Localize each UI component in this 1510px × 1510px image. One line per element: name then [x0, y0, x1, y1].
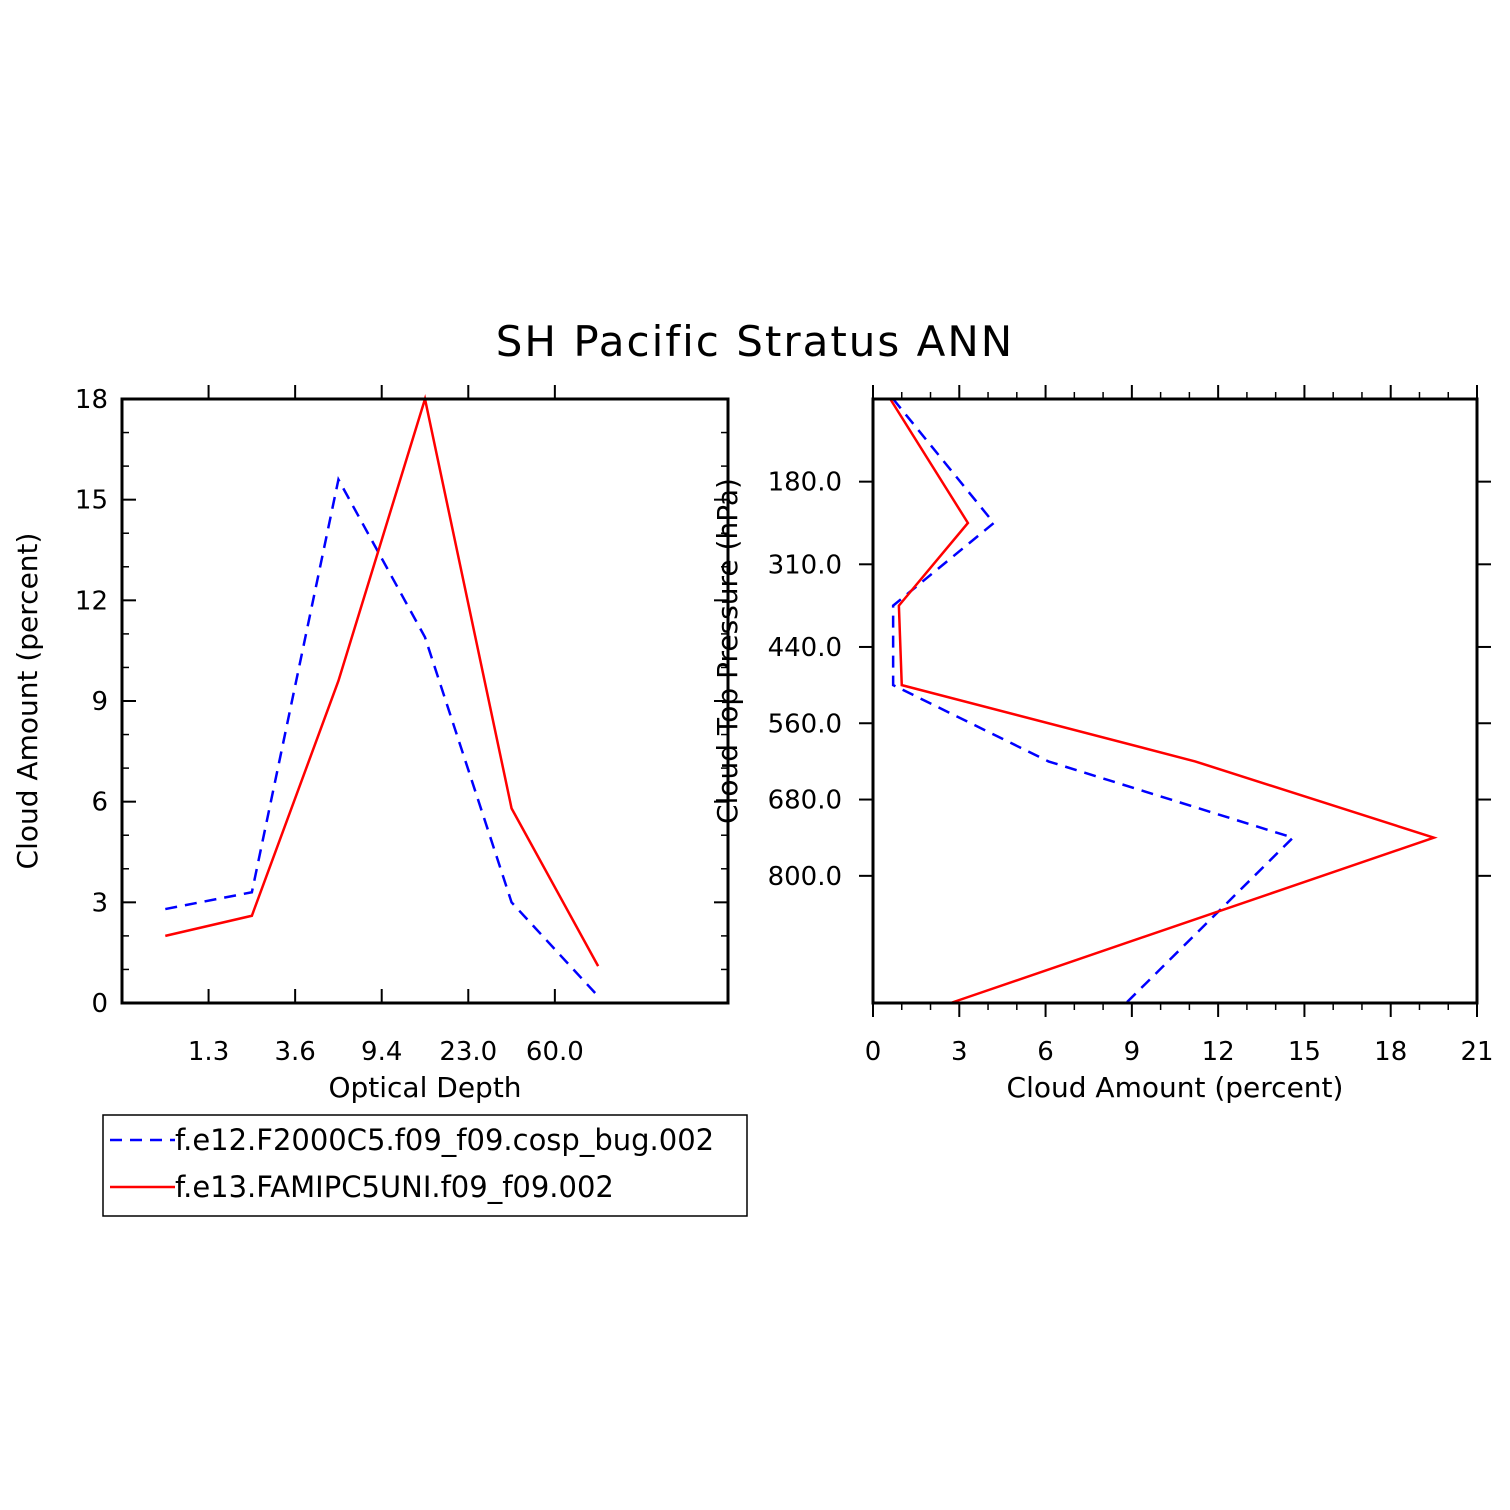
- y-tick-label: 310.0: [768, 550, 842, 580]
- optical-depth-x-axis-label: Optical Depth: [328, 1071, 521, 1104]
- x-tick-label: 9.4: [361, 1037, 402, 1067]
- x-tick-label: 3: [951, 1037, 968, 1067]
- legend: f.e12.F2000C5.f09_f09.cosp_bug.002 f.e13…: [102, 1114, 748, 1217]
- y-tick-label: 560.0: [768, 709, 842, 739]
- y-tick-label: 12: [75, 586, 108, 616]
- y-tick-label: 0: [91, 989, 108, 1019]
- pressure-series-line-0: [891, 398, 1296, 1004]
- cloud-top-pressure-y-axis-label: Cloud Top Pressure (hPa): [711, 478, 744, 824]
- cloud-top-pressure-ticks: 0 3 6 9 12 15 18 21 180.0 310.0 440.0 560.0 680.0 800…: [768, 385, 1494, 1067]
- legend-box: [102, 1114, 748, 1217]
- x-tick-label: 6: [1037, 1037, 1054, 1067]
- x-tick-label: 21: [1460, 1037, 1493, 1067]
- cloud-top-pressure-x-axis-label: Cloud Amount (percent): [1007, 1071, 1344, 1104]
- y-tick-label: 18: [75, 385, 108, 415]
- cloud-top-pressure-series: [889, 398, 1438, 1005]
- optical-depth-series-line-0: [165, 475, 600, 998]
- x-tick-label: 18: [1374, 1037, 1407, 1067]
- x-tick-label: 15: [1288, 1037, 1321, 1067]
- pressure-series-line-1: [889, 398, 1438, 1005]
- x-tick-label: 1.3: [188, 1037, 229, 1067]
- y-tick-label: 180.0: [768, 468, 842, 498]
- cloud-top-pressure-panel: 0 3 6 9 12 15 18 21 180.0 310.0 440.0 560.0 680.0 800…: [711, 385, 1494, 1104]
- x-tick-label: 3.6: [274, 1037, 315, 1067]
- legend-label-famipc5uni: f.e13.FAMIPC5UNI.f09_f09.002: [175, 1170, 614, 1204]
- y-tick-label: 15: [75, 486, 108, 516]
- y-tick-label: 3: [91, 888, 108, 918]
- optical-depth-plot-frame: [120, 397, 730, 1005]
- x-tick-label: 12: [1202, 1037, 1235, 1067]
- y-tick-label: 440.0: [768, 633, 842, 663]
- y-tick-label: 800.0: [768, 862, 842, 892]
- x-tick-label: 23.0: [439, 1037, 497, 1067]
- optical-depth-y-axis-label: Cloud Amount (percent): [11, 533, 44, 870]
- y-tick-label: 680.0: [768, 786, 842, 816]
- optical-depth-ticks: 0 3 6 9 12 15 18 1.3 3.6 9.4 23.0 60.0: [75, 385, 728, 1067]
- cloud-top-pressure-plot-frame: [871, 397, 1479, 1005]
- x-tick-label: 60.0: [526, 1037, 584, 1067]
- optical-depth-panel: 0 3 6 9 12 15 18 1.3 3.6 9.4 23.0 60.0 Optical Dept…: [11, 385, 730, 1104]
- legend-label-cosp-bug: f.e12.F2000C5.f09_f09.cosp_bug.002: [175, 1123, 714, 1157]
- y-tick-label: 9: [91, 687, 108, 717]
- optical-depth-series: [165, 394, 600, 998]
- figure-title: SH Pacific Stratus ANN: [496, 317, 1014, 366]
- optical-depth-series-line-1: [165, 394, 600, 967]
- x-tick-label: 9: [1124, 1037, 1141, 1067]
- y-tick-label: 6: [91, 788, 108, 818]
- x-tick-label: 0: [865, 1037, 882, 1067]
